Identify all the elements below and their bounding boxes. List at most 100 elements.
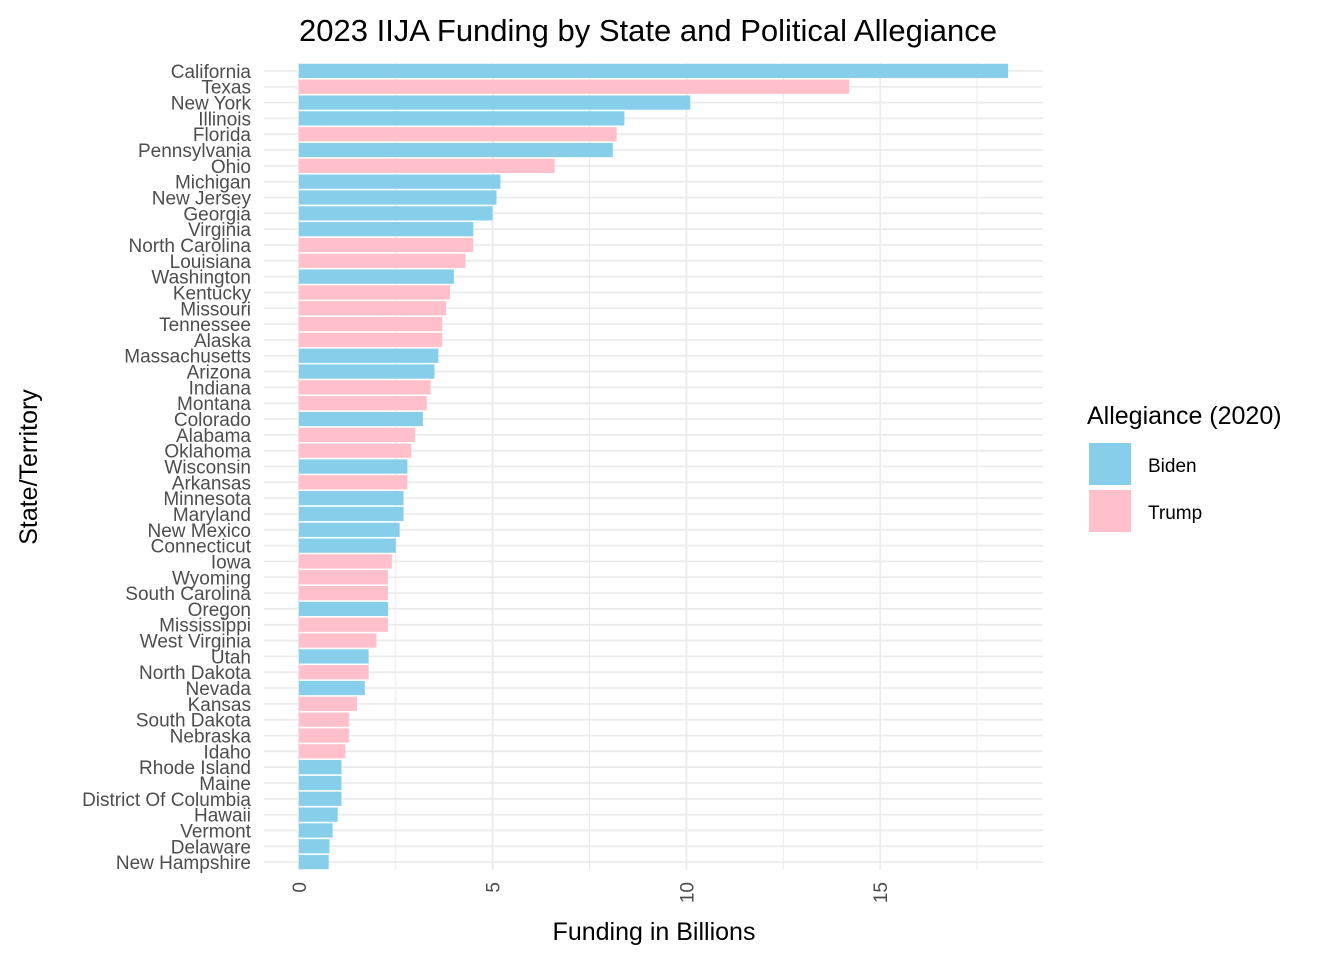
bar	[298, 95, 691, 110]
y-tick-label: Nebraska	[170, 727, 252, 748]
bar	[298, 380, 431, 395]
y-tick-label: Pennsylvania	[138, 141, 251, 162]
bar	[298, 791, 342, 806]
bar	[298, 744, 346, 759]
y-axis-title: State/Territory	[15, 389, 43, 545]
bar	[298, 237, 474, 253]
bar	[298, 111, 625, 126]
bar	[298, 285, 451, 300]
bar	[298, 823, 333, 838]
y-tick-label: California	[171, 62, 252, 83]
bar	[298, 839, 330, 854]
bar	[298, 316, 443, 332]
bar	[298, 427, 416, 442]
bar	[298, 712, 350, 727]
y-tick-label: Kentucky	[173, 283, 252, 304]
y-tick-label: Oklahoma	[164, 442, 251, 463]
legend-swatch-biden	[1089, 443, 1131, 485]
bar	[298, 807, 338, 822]
y-tick-label: Virginia	[188, 220, 251, 241]
x-tick-label: 15	[871, 882, 892, 903]
bar	[298, 443, 412, 458]
y-tick-label: New York	[171, 94, 252, 115]
y-tick-label: Illinois	[198, 109, 251, 130]
bar	[298, 301, 447, 316]
bar	[298, 585, 389, 601]
x-tick-label: 10	[677, 882, 698, 903]
y-tick-label: District Of Columbia	[82, 790, 251, 811]
y-tick-label: Alabama	[176, 426, 251, 447]
y-tick-label: Rhode Island	[139, 758, 251, 779]
y-tick-label: Minnesota	[163, 489, 251, 510]
bar	[298, 332, 443, 348]
bar	[298, 158, 555, 173]
y-tick-label: Arkansas	[172, 473, 251, 494]
bar	[298, 538, 396, 553]
bar	[298, 269, 454, 284]
bar	[298, 649, 369, 664]
bar	[298, 206, 493, 221]
bar	[298, 522, 400, 537]
bar	[298, 364, 435, 379]
legend-label-trump: Trump	[1148, 503, 1202, 524]
y-tick-label: South Carolina	[125, 584, 251, 605]
y-tick-label: Mississippi	[159, 616, 251, 637]
bar	[298, 665, 369, 680]
x-tick-label: 0	[290, 882, 311, 893]
y-tick-label: Utah	[211, 647, 251, 668]
y-tick-label: Kansas	[188, 695, 251, 716]
y-tick-label: Iowa	[211, 552, 252, 573]
bar	[298, 680, 365, 696]
bar	[298, 854, 329, 870]
y-tick-label: Texas	[201, 78, 251, 99]
bar	[298, 696, 358, 711]
y-tick-label: New Jersey	[152, 189, 252, 210]
x-axis-title: Funding in Billions	[553, 918, 756, 946]
y-tick-label: Indiana	[189, 378, 252, 399]
y-tick-label: New Mexico	[148, 521, 251, 542]
y-tick-label: Wyoming	[172, 568, 251, 589]
y-tick-label: Florida	[193, 125, 252, 146]
y-tick-label: Maryland	[173, 505, 251, 526]
y-tick-label: North Carolina	[129, 236, 252, 257]
legend-title: Allegiance (2020)	[1087, 402, 1282, 430]
bar	[298, 617, 389, 632]
bar	[298, 491, 404, 506]
y-tick-label: Missouri	[180, 299, 251, 320]
y-tick-label: Tennessee	[159, 315, 251, 336]
legend-swatch-trump	[1089, 490, 1131, 532]
bar	[298, 506, 404, 522]
legend: Allegiance (2020) Biden Trump	[1087, 402, 1282, 532]
bar	[298, 570, 389, 585]
y-tick-label: Wisconsin	[164, 458, 251, 479]
bar	[298, 174, 501, 189]
x-tick-labels: 0 5 10 15	[290, 882, 892, 903]
bar	[298, 411, 423, 427]
y-tick-label: West Virginia	[140, 632, 252, 653]
y-tick-label: North Dakota	[139, 663, 251, 684]
y-tick-label: Nevada	[186, 679, 252, 700]
bar	[298, 396, 427, 411]
y-tick-label: Michigan	[175, 173, 251, 194]
x-tick-label: 5	[484, 882, 505, 893]
y-tick-label: Oregon	[188, 600, 251, 621]
bar	[298, 222, 474, 237]
bar	[298, 633, 377, 648]
y-tick-label: Alaska	[194, 331, 251, 352]
bar	[298, 728, 350, 743]
bar	[298, 348, 439, 363]
y-tick-label: Delaware	[171, 837, 251, 858]
bar	[298, 554, 392, 569]
y-tick-label: Montana	[177, 394, 251, 415]
bar	[298, 253, 466, 268]
legend-label-biden: Biden	[1148, 456, 1197, 477]
y-tick-label: Colorado	[174, 410, 251, 431]
y-tick-label: Arizona	[187, 363, 252, 384]
y-tick-label: Vermont	[180, 821, 251, 842]
y-tick-label: Maine	[199, 774, 251, 795]
y-tick-label: Massachusetts	[124, 347, 251, 368]
chart-title: 2023 IIJA Funding by State and Political…	[299, 13, 997, 48]
